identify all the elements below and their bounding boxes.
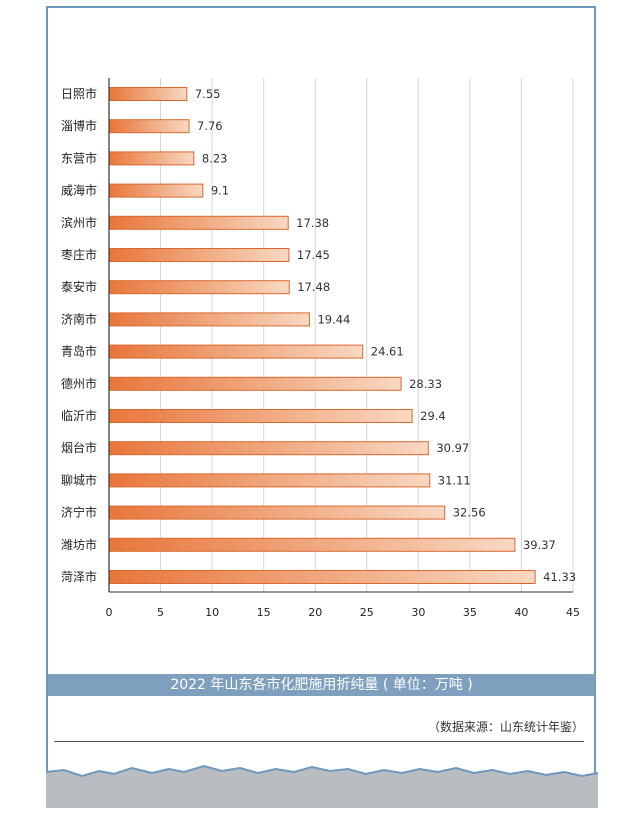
category-label: 威海市	[61, 183, 97, 198]
bar	[108, 280, 290, 295]
data-label: 24.61	[371, 345, 404, 359]
chart-title: 2022 年山东各市化肥施用折纯量 ( 单位：万吨 )	[48, 674, 595, 696]
bar	[108, 537, 516, 552]
x-tick-label: 30	[411, 606, 425, 619]
x-tick-label: 5	[157, 606, 164, 619]
x-tick-label: 45	[566, 606, 580, 619]
bar	[108, 151, 195, 166]
data-label: 7.55	[195, 87, 221, 101]
divider	[54, 741, 584, 742]
bar	[108, 312, 310, 327]
category-label: 德州市	[61, 376, 97, 391]
data-label: 17.45	[297, 248, 330, 262]
bar	[108, 505, 446, 520]
category-label: 青岛市	[61, 344, 97, 359]
data-label: 9.1	[211, 184, 229, 198]
bars	[108, 87, 536, 584]
data-label: 8.23	[202, 151, 228, 165]
bar	[108, 119, 190, 134]
bar	[108, 87, 188, 101]
category-label: 淄博市	[61, 118, 97, 133]
x-tick-label: 20	[308, 606, 322, 619]
bar	[108, 570, 536, 584]
category-label: 泰安市	[61, 279, 97, 294]
category-label: 东营市	[61, 150, 97, 165]
x-tick-label: 40	[514, 606, 528, 619]
bar	[108, 248, 290, 262]
bar	[108, 441, 429, 456]
torn-paper-edge	[45, 764, 599, 808]
bar	[108, 376, 402, 391]
data-label: 41.33	[543, 570, 576, 584]
x-tick-label: 25	[360, 606, 374, 619]
bar-chart: 0 5 10 15 20 25 30 35 40 45 日照市 7.55 淄博市 7.76 东营市 8.23 威…	[61, 78, 580, 619]
category-label: 聊城市	[61, 472, 97, 487]
data-label: 17.38	[296, 216, 329, 230]
x-tick-label: 10	[205, 606, 219, 619]
chart-frame	[46, 6, 596, 788]
category-label: 济南市	[61, 311, 97, 326]
category-label: 日照市	[61, 86, 97, 101]
category-label: 枣庄市	[61, 247, 97, 262]
data-label: 30.97	[436, 441, 469, 455]
data-label: 29.4	[420, 409, 446, 423]
category-label: 菏泽市	[61, 569, 97, 584]
category-label: 临沂市	[61, 408, 97, 423]
bar	[108, 215, 289, 230]
bar	[108, 473, 431, 488]
bar	[108, 409, 413, 423]
data-label: 17.48	[297, 280, 330, 294]
category-label: 济宁市	[61, 505, 97, 520]
data-label: 28.33	[409, 377, 442, 391]
x-tick-label: 15	[257, 606, 271, 619]
data-label: 32.56	[453, 506, 486, 520]
data-source: （数据来源：山东统计年鉴）	[427, 720, 584, 734]
category-label: 滨州市	[61, 215, 97, 230]
data-label: 31.11	[438, 473, 471, 487]
category-label: 潍坊市	[61, 537, 97, 552]
category-label: 烟台市	[61, 440, 97, 455]
bar	[108, 344, 364, 359]
x-tick-label: 0	[106, 606, 113, 619]
x-tick-label: 35	[463, 606, 477, 619]
axes: 0 5 10 15 20 25 30 35 40 45 日照市 7.55 淄博市 7.76 东营市 8.23 威…	[61, 78, 580, 619]
bar	[108, 183, 204, 198]
data-label: 7.76	[197, 119, 223, 133]
data-label: 39.37	[523, 538, 556, 552]
data-label: 19.44	[317, 312, 350, 326]
